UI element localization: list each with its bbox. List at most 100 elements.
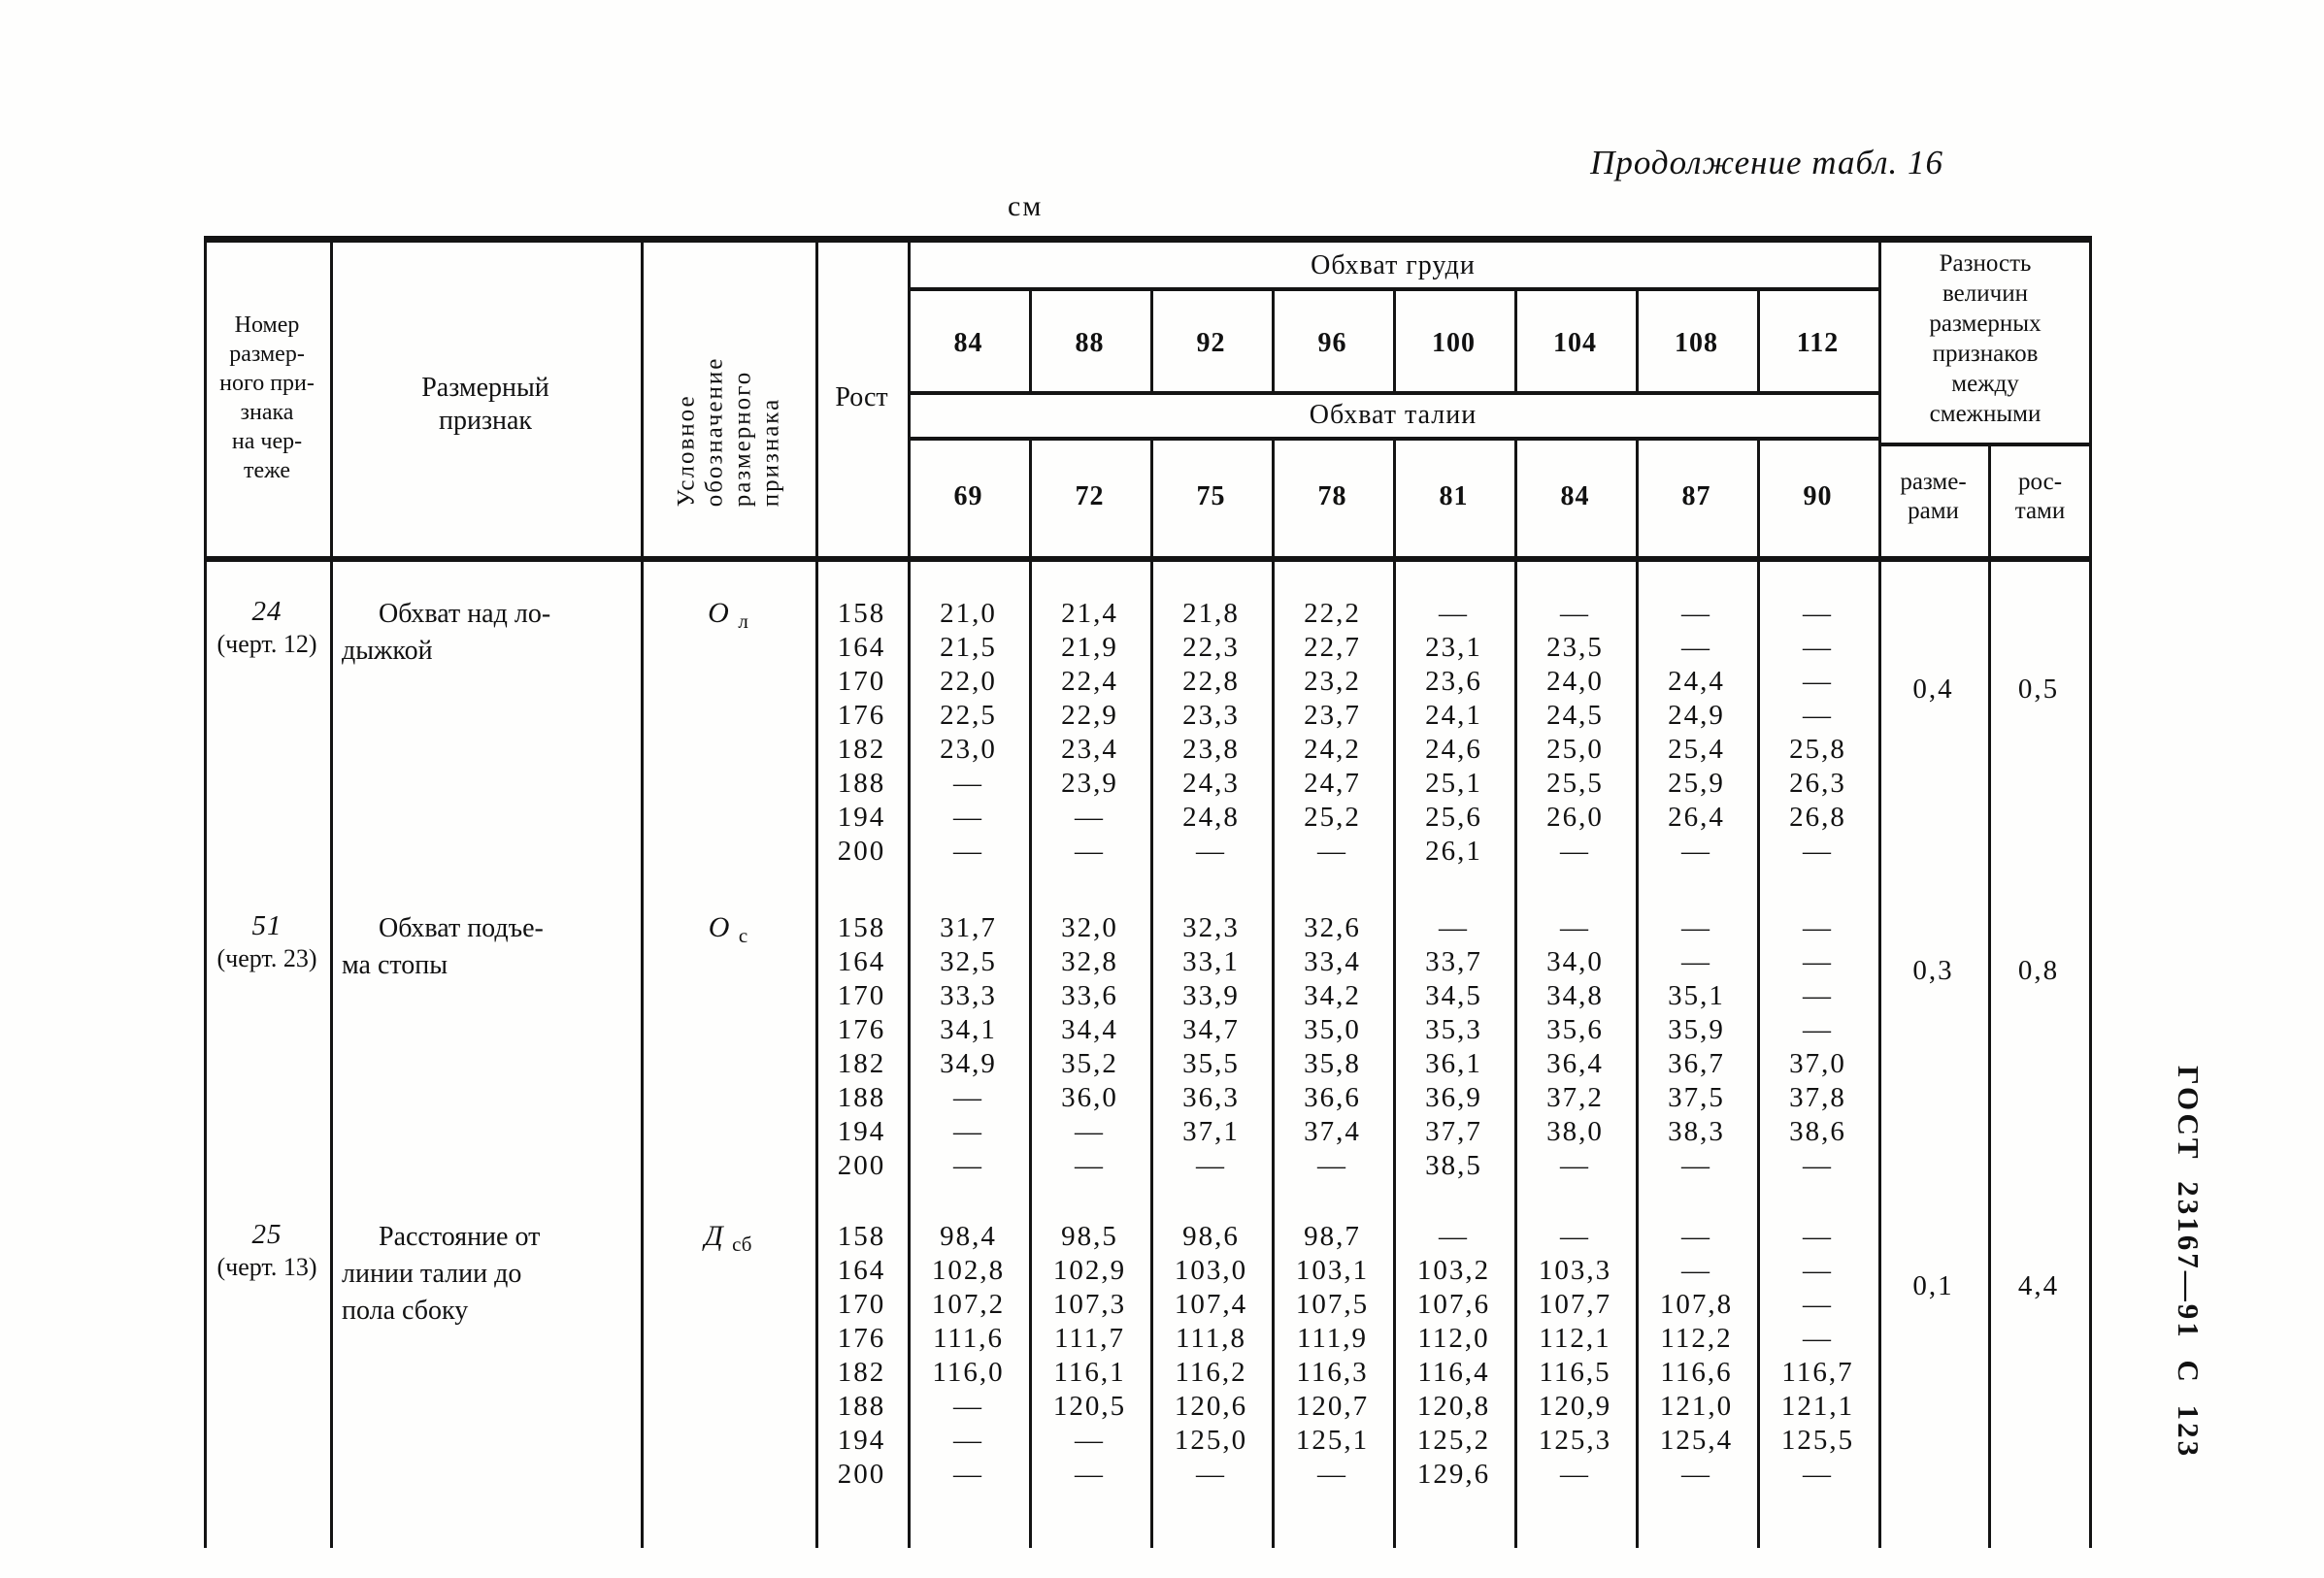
measurement-cell: —: [1075, 836, 1105, 867]
measurement-cell: 26,1: [1425, 836, 1482, 867]
measurement-cell: 26,0: [1546, 802, 1604, 833]
measurement-cell: 26,3: [1789, 768, 1846, 799]
grid-line-vertical: [641, 242, 644, 1548]
header-diff-by-heights: рос-тами: [1988, 468, 2092, 526]
measurement-cell: 24,5: [1546, 700, 1604, 731]
text-line: рос-: [2017, 469, 2063, 495]
measurement-cell: 22,0: [940, 666, 997, 697]
measurement-cell: 125,0: [1174, 1425, 1248, 1456]
measurement-cell: 25,5: [1546, 768, 1604, 799]
measurement-cell: 103,2: [1416, 1255, 1491, 1286]
diff-by-heights-value: 0,8: [2017, 955, 2060, 986]
measurement-column: 31,7 32,5 33,3 34,1 34,9— — —: [908, 911, 1029, 1183]
designation-letter: О: [708, 911, 739, 943]
measurement-cell: 125,5: [1780, 1425, 1855, 1456]
measurement-cell: 107,5: [1295, 1289, 1370, 1320]
measurement-cell: 37,7: [1425, 1116, 1482, 1147]
feature-name-line: Обхват над ло-: [379, 599, 551, 629]
feature-name-line: Обхват подъе-: [379, 913, 544, 943]
measurement-cell: 35,5: [1182, 1048, 1240, 1079]
measurement-cell: 24,3: [1182, 768, 1240, 799]
measurement-cell: 25,4: [1668, 734, 1725, 765]
measurement-cell: 125,3: [1538, 1425, 1612, 1456]
measurement-cell: 23,0: [940, 734, 997, 765]
measurement-cell: 38,3: [1668, 1116, 1725, 1147]
measurement-cell: 22,5: [940, 700, 997, 731]
measurement-cell: 111,9: [1296, 1323, 1369, 1354]
measurement-cell: 32,6: [1304, 912, 1361, 943]
measurement-cell: 23,9: [1061, 768, 1118, 799]
designation-letter: Д: [704, 1220, 733, 1252]
measurement-cell: 120,9: [1538, 1391, 1612, 1422]
measurement-cell: 116,3: [1296, 1357, 1369, 1388]
measurement-cell: 37,2: [1546, 1082, 1604, 1113]
feature-number: 25: [251, 1219, 282, 1250]
measurement-cell: 129,6: [1416, 1459, 1491, 1490]
height-value: 170: [837, 1289, 886, 1320]
size-header-cell: 92: [1196, 328, 1226, 358]
measurement-cell: 32,8: [1061, 946, 1118, 977]
measurement-cell: 23,8: [1182, 734, 1240, 765]
header-designation-box: Условное обозначение размерного признака: [636, 335, 820, 529]
header-feature: Размерный признак: [330, 372, 641, 438]
measurement-cell: 116,5: [1539, 1357, 1611, 1388]
text-line: знака: [240, 400, 294, 425]
measurement-cell: 22,9: [1061, 700, 1118, 731]
height-value: 176: [837, 700, 886, 731]
measurement-cell: 107,2: [931, 1289, 1006, 1320]
measurement-cell: —: [953, 1150, 983, 1181]
header-feature-number: Номер размер-ного при-знака на чер-теже: [206, 311, 328, 485]
measurement-cell: 116,4: [1417, 1357, 1490, 1388]
measurement-column: — —35,1 35,9 36,7 37,5 38,3—: [1636, 911, 1757, 1183]
measurement-cell: 107,6: [1416, 1289, 1491, 1320]
header-designation: Условное обозначение размерного признака: [672, 357, 784, 508]
header-difference: Разность величин размерных признаков между см…: [1878, 248, 2092, 429]
measurement-cell: 35,2: [1061, 1048, 1118, 1079]
height-value: 200: [837, 836, 886, 867]
measurement-cell: 120,5: [1052, 1391, 1127, 1422]
height-value: 158: [837, 598, 886, 629]
sheet-reference: (черт. 12): [216, 630, 317, 658]
grid-line-vertical: [1029, 287, 1032, 395]
sheet-reference: (черт. 23): [216, 944, 317, 972]
measurement-cell: 33,1: [1182, 946, 1240, 977]
measurement-cell: 24,2: [1304, 734, 1361, 765]
grid-line-vertical: [1988, 443, 1991, 1548]
measurement-column: 98,6 103,0 107,4 111,8 116,2 120,6 125,0—: [1150, 1220, 1272, 1492]
measurement-cell: 34,7: [1182, 1014, 1240, 1045]
sheet-reference: (черт. 13): [216, 1253, 317, 1281]
text-line: тами: [2014, 498, 2066, 524]
measurement-cell: —: [1803, 1150, 1833, 1181]
text-line: Номер: [234, 312, 300, 338]
grid-line-vertical: [1878, 242, 1881, 1548]
feature-name-line: линии талии до: [342, 1259, 522, 1289]
grid-line-vertical: [908, 242, 911, 1548]
measurement-cell: —: [1317, 1459, 1347, 1490]
measurement-cell: 103,1: [1295, 1255, 1370, 1286]
height-value: 188: [837, 768, 886, 799]
measurement-cell: 35,3: [1425, 1014, 1482, 1045]
grid-line-horizontal: [1878, 443, 2092, 446]
measurement-cell: 112,2: [1660, 1323, 1733, 1354]
measurement-column: 32,0 32,8 33,6 34,4 35,2 36,0— —: [1029, 911, 1150, 1183]
measurement-cell: 24,0: [1546, 666, 1604, 697]
measurement-cell: 23,2: [1304, 666, 1361, 697]
grid-line-horizontal: [204, 556, 2092, 562]
measurement-cell: 111,8: [1175, 1323, 1247, 1354]
text-line: теже: [243, 458, 291, 483]
measurement-cell: 36,6: [1304, 1082, 1361, 1113]
measurement-cell: —: [1681, 1459, 1711, 1490]
measurement-column: — —24,4 24,9 25,4 25,9 26,4—: [1636, 597, 1757, 869]
height-value: 158: [837, 912, 886, 943]
measurement-cell: 36,7: [1668, 1048, 1725, 1079]
measurement-cell: 22,2: [1304, 598, 1361, 629]
text-line: обозначение: [701, 356, 727, 508]
measurement-cell: 34,4: [1061, 1014, 1118, 1045]
measurement-cell: —: [953, 1082, 983, 1113]
measurement-column: 22,2 22,7 23,2 23,7 24,2 24,7 25,2—: [1272, 597, 1393, 869]
measurement-cell: 25,6: [1425, 802, 1482, 833]
height-value: 170: [837, 666, 886, 697]
height-column: 158 164 170 176 182 188 194 200: [815, 597, 908, 869]
measurement-column: — —107,8 112,2 116,6 121,0 125,4—: [1636, 1220, 1757, 1492]
measurement-cell: 36,1: [1425, 1048, 1482, 1079]
